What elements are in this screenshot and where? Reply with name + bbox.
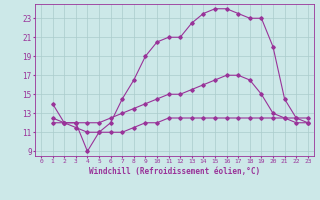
X-axis label: Windchill (Refroidissement éolien,°C): Windchill (Refroidissement éolien,°C) — [89, 167, 260, 176]
